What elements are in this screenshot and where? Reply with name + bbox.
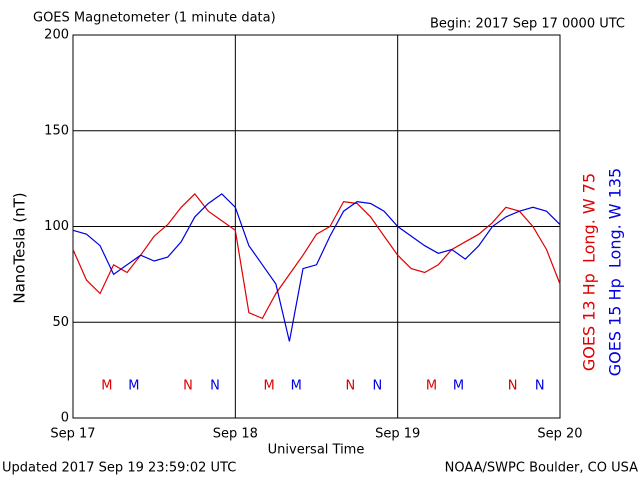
legend-entry: GOES 15 Hp Long. W 135 (606, 168, 625, 376)
annotation: M (291, 379, 302, 394)
y-tick-label: 150 (44, 123, 69, 138)
x-tick-label: Sep 17 (50, 427, 95, 442)
footer-right: NOAA/SWPC Boulder, CO USA (445, 461, 638, 476)
y-tick-label: 200 (44, 28, 69, 43)
annotation: M (426, 379, 437, 394)
annotation: N (508, 379, 518, 394)
series-line (72, 192, 561, 320)
x-tick-label: Sep 19 (375, 427, 420, 442)
annotation: M (128, 379, 139, 394)
chart-title: GOES Magnetometer (1 minute data) (33, 11, 276, 26)
x-axis-label: Universal Time (268, 443, 365, 458)
annotation: N (183, 379, 193, 394)
annotation: N (373, 379, 383, 394)
footer-left: Updated 2017 Sep 19 23:59:02 UTC (2, 461, 236, 476)
annotation: M (453, 379, 464, 394)
annotation: M (101, 379, 112, 394)
annotation: M (264, 379, 275, 394)
y-tick-label: 100 (44, 219, 69, 234)
annotation: N (345, 379, 355, 394)
y-tick-label: 0 (61, 411, 69, 426)
y-axis-label: NanoTesla (nT) (11, 192, 29, 303)
x-tick-label: Sep 18 (213, 427, 258, 442)
x-tick-label: Sep 20 (537, 427, 582, 442)
chart-subtitle: Begin: 2017 Sep 17 0000 UTC (430, 17, 625, 32)
annotation: N (210, 379, 220, 394)
legend-entry: GOES 13 Hp Long. W 75 (580, 173, 599, 371)
annotation: N (535, 379, 545, 394)
y-tick-label: 50 (52, 315, 69, 330)
series-line (72, 193, 561, 342)
